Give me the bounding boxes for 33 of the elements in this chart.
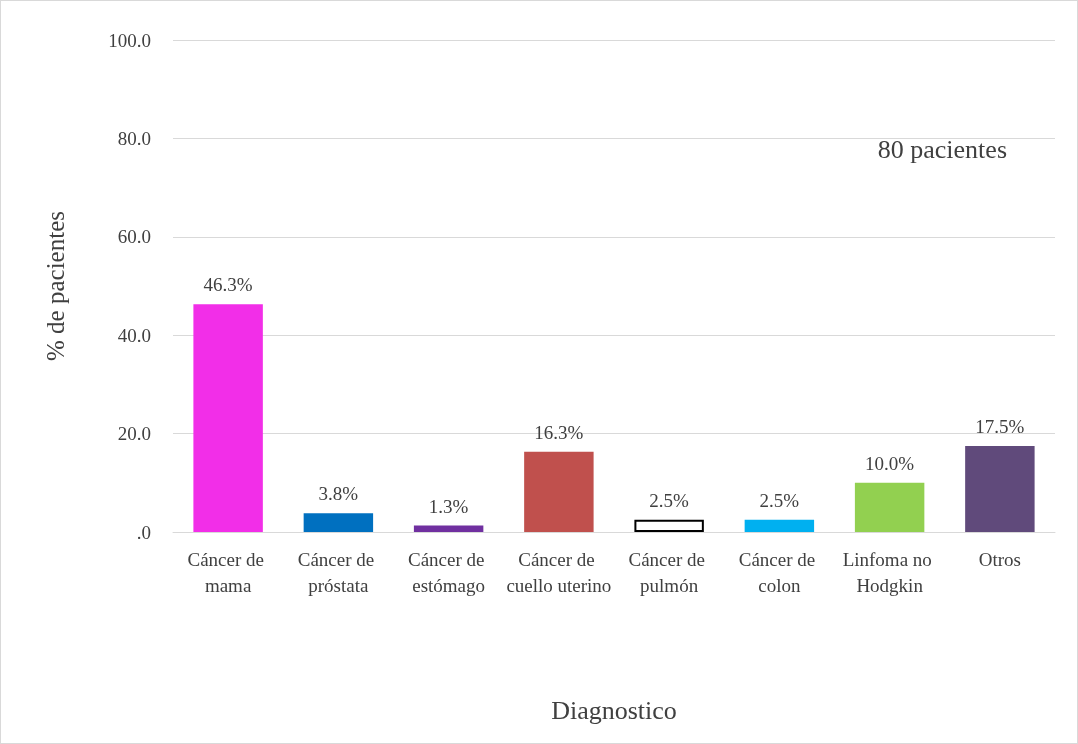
data-label: 46.3%: [203, 274, 253, 296]
y-tick-label: 60.0: [117, 226, 151, 248]
data-label: 1.3%: [428, 495, 469, 517]
bar: [965, 445, 1035, 532]
y-tick-label: 80.0: [117, 127, 151, 149]
bar: [193, 304, 263, 532]
bar: [744, 519, 815, 532]
bar: [524, 451, 594, 532]
data-label: 3.8%: [318, 483, 359, 505]
data-label: 10.0%: [865, 452, 915, 474]
x-tick-label: Cáncer de próstata: [297, 548, 379, 596]
x-tick-label: Otros: [978, 548, 1021, 570]
bar: [413, 525, 484, 532]
x-tick-label: Cáncer de mama: [187, 548, 269, 596]
x-axis-title: Diagnostico: [551, 695, 677, 725]
x-tick-label: Linfoma no Hodgkin: [842, 548, 937, 596]
x-tick-label: Cáncer de cuello uterino: [506, 548, 612, 596]
x-tick-label: Cáncer de pulmón: [628, 548, 710, 596]
x-tick-label: Cáncer de estómago: [408, 548, 490, 596]
x-tick-label: Cáncer de colon: [738, 548, 820, 596]
y-tick-label: 40.0: [117, 324, 151, 346]
annotation: 80 pacientes: [877, 134, 1008, 164]
bar: [854, 482, 925, 532]
data-label: 16.3%: [534, 421, 584, 443]
bar: [634, 519, 704, 532]
y-tick-label: .0: [136, 521, 151, 543]
y-tick-label: 100.0: [108, 29, 151, 51]
data-label: 17.5%: [975, 415, 1025, 437]
y-tick-label: 20.0: [117, 423, 151, 445]
data-label: 2.5%: [759, 489, 800, 511]
bar: [303, 513, 374, 532]
data-label: 2.5%: [649, 489, 690, 511]
y-axis-title: % de pacientes: [42, 211, 69, 361]
